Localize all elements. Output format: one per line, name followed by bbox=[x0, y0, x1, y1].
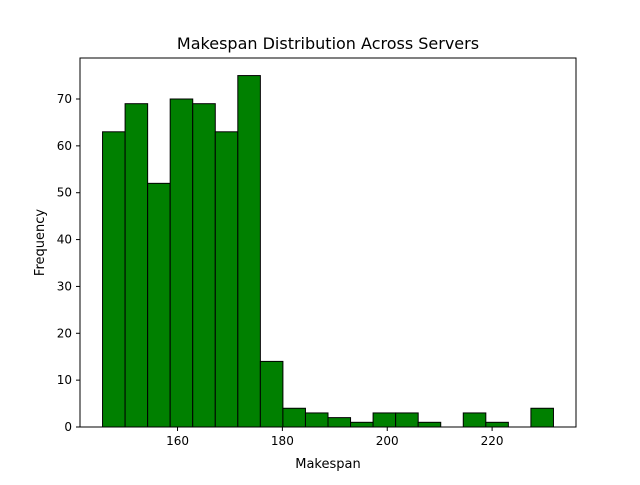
y-tick-label: 70 bbox=[57, 92, 72, 106]
histogram-bar bbox=[147, 182, 171, 428]
histogram-bar bbox=[462, 412, 487, 428]
x-tick-label: 220 bbox=[481, 434, 504, 448]
y-tick-label: 30 bbox=[57, 279, 72, 293]
y-tick-label: 40 bbox=[57, 233, 72, 247]
bars-group bbox=[102, 75, 554, 428]
y-axis-ticks: 0 10 20 30 40 50 60 70 bbox=[57, 92, 80, 434]
histogram-bar bbox=[417, 421, 442, 428]
histogram-bar bbox=[124, 103, 149, 428]
plot-frame bbox=[79, 57, 577, 428]
chart-title: Makespan Distribution Across Servers bbox=[177, 34, 479, 53]
x-tick-label: 180 bbox=[271, 434, 294, 448]
y-tick-label: 50 bbox=[57, 186, 72, 200]
x-tick-label: 160 bbox=[166, 434, 189, 448]
histogram-bar bbox=[304, 412, 329, 428]
y-tick-label: 20 bbox=[57, 326, 72, 340]
histogram-bar bbox=[259, 360, 284, 428]
y-tick-label: 60 bbox=[57, 139, 72, 153]
histogram-bar bbox=[395, 412, 419, 428]
histogram-bar bbox=[350, 421, 374, 428]
y-axis-label: Frequency bbox=[33, 209, 48, 276]
x-axis-label: Makespan bbox=[295, 457, 360, 472]
histogram-bar bbox=[192, 103, 216, 428]
histogram-bar bbox=[530, 407, 554, 428]
histogram-bar bbox=[214, 131, 239, 428]
x-axis-ticks: 160 180 200 220 bbox=[166, 427, 504, 448]
x-tick-label: 200 bbox=[376, 434, 399, 448]
histogram-bar bbox=[327, 417, 352, 428]
histogram-bar bbox=[485, 421, 509, 428]
histogram-bar bbox=[282, 407, 306, 428]
histogram-bar bbox=[102, 131, 126, 428]
histogram-bar bbox=[372, 412, 397, 428]
y-tick-label: 10 bbox=[57, 373, 72, 387]
histogram-bar bbox=[237, 75, 261, 428]
histogram-bar bbox=[169, 98, 194, 428]
y-tick-label: 0 bbox=[64, 420, 72, 434]
